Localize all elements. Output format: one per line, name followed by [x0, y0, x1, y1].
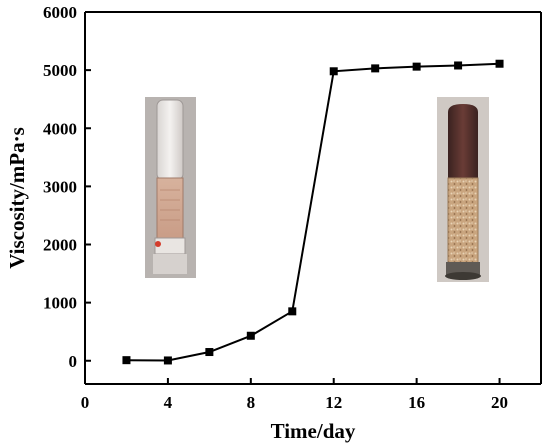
data-point-marker	[163, 356, 172, 365]
viscosity-series-line	[126, 62, 500, 362]
y-tick-label: 2000	[43, 236, 77, 255]
x-tick-label: 0	[81, 393, 90, 412]
data-point-marker	[122, 356, 131, 365]
x-tick-label: 16	[408, 393, 425, 412]
x-tick-label: 4	[164, 393, 173, 412]
x-axis-title: Time/day	[271, 419, 356, 443]
y-tick-label: 3000	[43, 177, 77, 196]
data-point-marker	[246, 331, 255, 340]
data-point-marker	[329, 67, 338, 76]
data-point-marker	[454, 61, 463, 70]
y-tick-label: 5000	[43, 61, 77, 80]
y-tick-label: 0	[69, 352, 78, 371]
viscosity-series-markers	[122, 59, 504, 365]
plot-axes	[84, 11, 542, 385]
data-point-marker	[288, 307, 297, 316]
y-tick-label: 1000	[43, 294, 77, 313]
x-ticks: 0 4 8 12 16 20	[81, 378, 508, 412]
data-point-marker	[495, 59, 504, 68]
y-tick-label: 6000	[43, 3, 77, 22]
y-ticks: 0 1000 2000 3000 4000 5000 6000	[43, 3, 91, 371]
y-axis-title: Viscosity/mPa·s	[5, 127, 29, 269]
x-tick-label: 12	[325, 393, 342, 412]
x-tick-label: 20	[491, 393, 508, 412]
data-point-marker	[412, 62, 421, 71]
tube-before-photo	[145, 97, 196, 278]
x-tick-label: 8	[247, 393, 256, 412]
data-point-marker	[205, 348, 214, 357]
y-tick-label: 4000	[43, 119, 77, 138]
data-point-marker	[371, 64, 380, 73]
tube-after-photo	[437, 97, 489, 282]
